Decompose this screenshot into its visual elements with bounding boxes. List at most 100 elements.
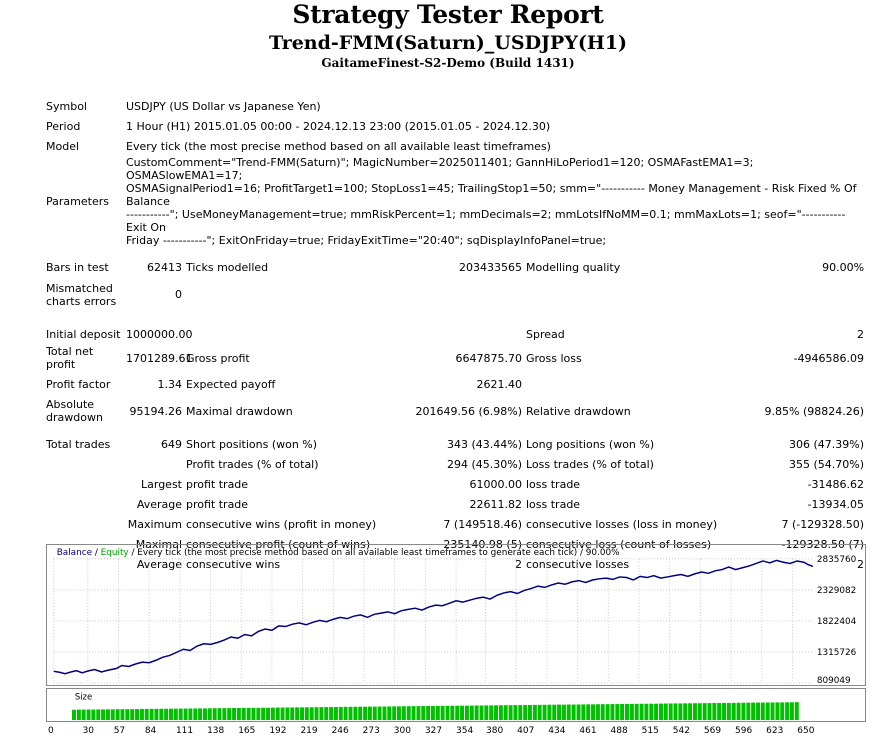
size-bar <box>508 705 513 721</box>
size-bar <box>561 704 566 721</box>
size-bar <box>270 707 275 721</box>
deposit-value: 1000000.00 <box>126 327 193 341</box>
size-bar <box>736 702 741 721</box>
size-bar <box>688 703 693 721</box>
size-bar <box>460 705 464 721</box>
size-bar <box>101 709 106 721</box>
average-loss-value: -13934.05 <box>807 497 865 511</box>
size-bar <box>629 703 634 721</box>
size-bar <box>780 702 785 721</box>
size-bar <box>110 709 115 721</box>
report-table: Symbol USDJPY (US Dollar vs Japanese Yen… <box>44 96 866 574</box>
size-bar <box>722 702 727 721</box>
size-bar <box>198 708 203 721</box>
size-bar <box>421 706 426 721</box>
size-bar <box>610 704 615 721</box>
size-bar <box>319 707 324 721</box>
size-bar <box>489 705 494 721</box>
net-profit-value: 1701289.61 <box>126 351 193 365</box>
size-bar <box>266 707 271 721</box>
size-bar <box>726 702 731 721</box>
size-bar <box>765 702 770 721</box>
parameters-value: CustomComment="Trend-FMM(Saturn)"; Magic… <box>124 156 866 247</box>
quality-label: Modelling quality <box>526 260 621 274</box>
size-bar <box>212 708 217 721</box>
size-bar <box>236 708 241 721</box>
x-tick-label: 488 <box>611 726 628 736</box>
size-bar <box>232 708 237 721</box>
size-bar <box>396 706 401 721</box>
size-bar <box>377 706 382 721</box>
gross-profit-label: Gross profit <box>186 351 250 365</box>
average-profit-label: profit trade <box>186 497 249 511</box>
x-tick-label: 219 <box>300 726 317 736</box>
size-bar <box>455 705 460 721</box>
x-tick-label: 300 <box>394 726 411 736</box>
size-bar <box>760 702 765 721</box>
average-label: Average <box>136 497 182 511</box>
size-bar <box>139 708 144 721</box>
size-bar <box>654 703 659 721</box>
size-bar <box>586 704 591 721</box>
largest-loss-value: -31486.62 <box>807 477 865 491</box>
report-subtitle: Trend-FMM(Saturn)_USDJPY(H1) <box>268 32 628 54</box>
size-bar <box>518 705 523 721</box>
parameters-line-2: OSMASignalPeriod1=16; ProfitTarget1=100;… <box>126 182 857 208</box>
size-bar <box>314 707 319 721</box>
y-tick-label: 2835760 <box>817 555 857 565</box>
parameters-line-3: -----------"; UseMoneyManagement=true; m… <box>126 208 846 234</box>
size-bar <box>683 703 688 721</box>
maximal-drawdown-value: 201649.56 (6.98%) <box>415 404 522 418</box>
size-chart: Size <box>46 688 866 722</box>
x-tick-label: 165 <box>238 726 255 736</box>
size-label: Size <box>75 691 92 701</box>
chart-grid <box>53 558 813 684</box>
size-bar <box>178 708 183 721</box>
short-positions-label: Short positions (won %) <box>186 437 318 451</box>
size-bar <box>304 707 309 721</box>
size-bar <box>372 706 377 721</box>
size-bar <box>81 709 86 721</box>
size-bar <box>464 705 469 721</box>
size-bar <box>663 703 668 721</box>
size-bar <box>697 703 702 721</box>
total-trades-label: Total trades <box>46 437 111 451</box>
short-positions-value: 343 (43.44%) <box>446 437 522 451</box>
size-bar <box>775 702 780 721</box>
size-bar <box>363 706 368 721</box>
size-bar <box>557 704 562 721</box>
size-bar <box>741 702 746 721</box>
size-bar <box>348 706 353 721</box>
x-tick-label: 542 <box>673 726 690 736</box>
size-bar <box>193 708 198 721</box>
size-bar <box>692 703 697 721</box>
size-bar <box>164 708 169 721</box>
largest-loss-label: loss trade <box>526 477 581 491</box>
size-bar <box>367 706 372 721</box>
long-positions-value: 306 (47.39%) <box>789 437 865 451</box>
size-bar <box>678 703 683 721</box>
relative-drawdown-label: Relative drawdown <box>526 404 631 418</box>
x-tick-label: 596 <box>735 726 752 736</box>
size-bar <box>673 703 678 721</box>
model-value: Every tick (the most precise method base… <box>126 139 551 153</box>
size-bar <box>246 707 251 721</box>
size-bar <box>707 703 712 721</box>
x-tick-label: 623 <box>766 726 783 736</box>
ticks-value: 203433565 <box>459 260 522 274</box>
relative-drawdown-value: 9.85% (98824.26) <box>764 404 865 418</box>
size-bar <box>256 707 261 721</box>
size-bar <box>333 706 338 721</box>
size-bar <box>649 703 654 721</box>
size-bar <box>149 708 154 721</box>
max-consecutive-losses-value: 7 (-129328.50) <box>781 517 865 531</box>
size-bar <box>528 705 532 721</box>
size-bar <box>275 707 280 721</box>
size-bar <box>435 705 440 721</box>
symbol-value: USDJPY (US Dollar vs Japanese Yen) <box>126 99 321 113</box>
size-bar <box>76 709 81 721</box>
loss-trades-label: Loss trades (% of total) <box>526 457 654 471</box>
absolute-drawdown-value: 95194.26 <box>129 404 183 418</box>
size-bar <box>358 706 363 721</box>
size-bar <box>503 705 508 721</box>
